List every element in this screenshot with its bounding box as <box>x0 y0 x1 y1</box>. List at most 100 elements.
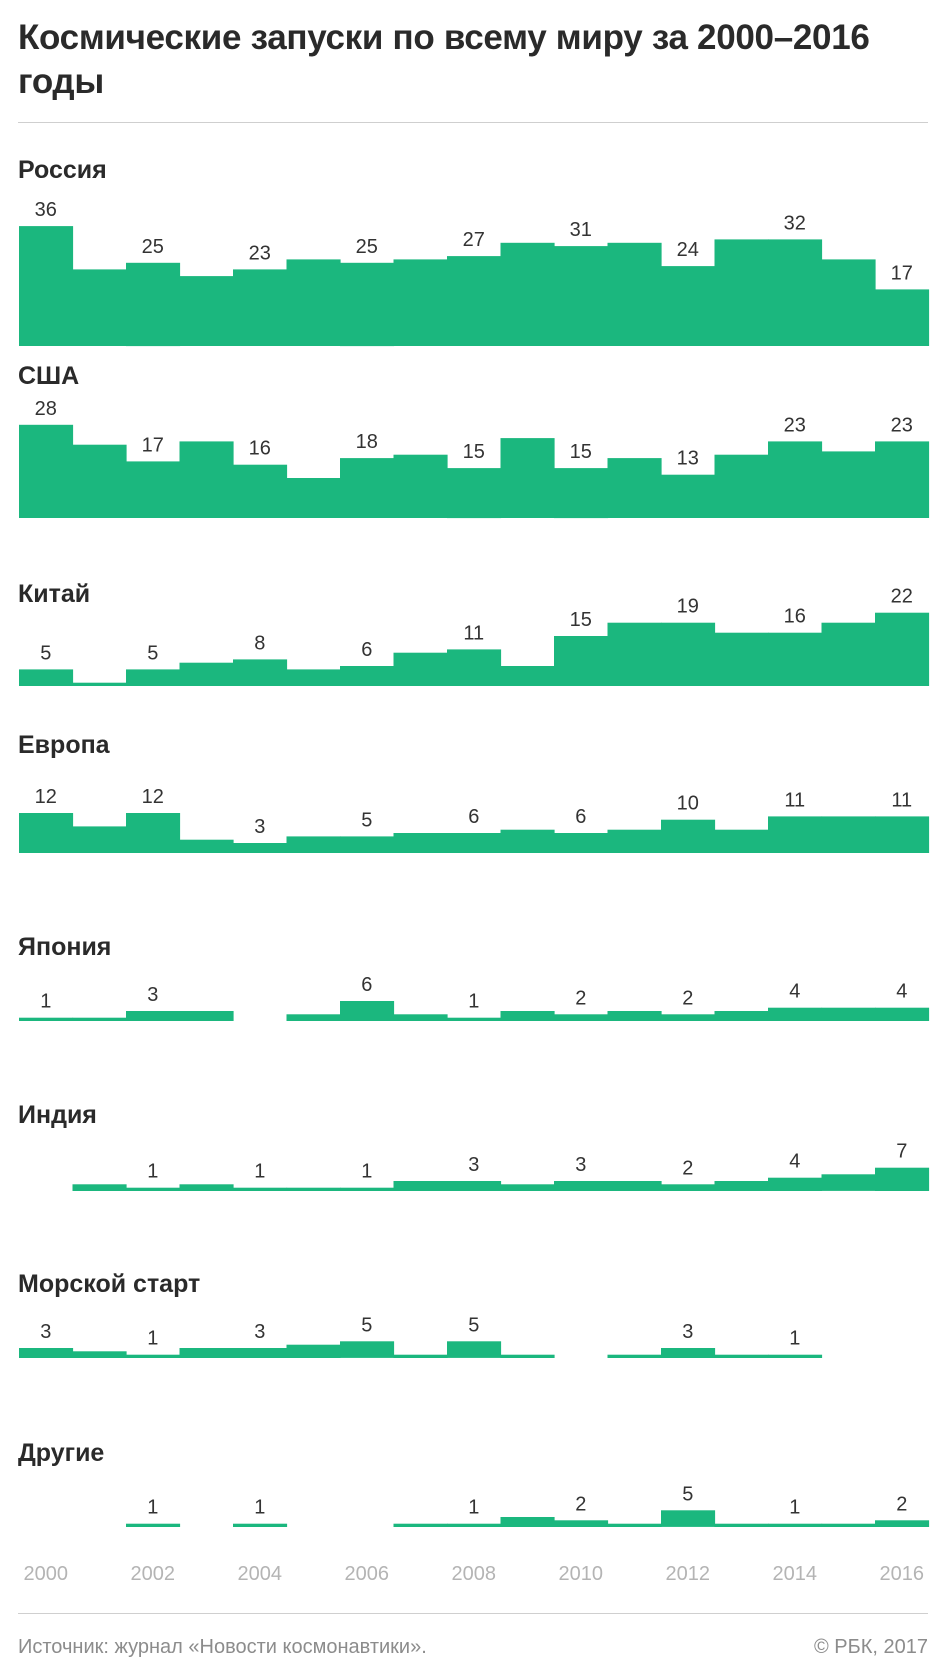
bar-россия-2010 <box>554 246 609 346</box>
bar-россия-2002 <box>126 262 181 347</box>
data-label-сша-2006: 18 <box>356 431 378 453</box>
data-label-россия-2010: 31 <box>570 219 592 241</box>
data-label-индия-2006: 1 <box>361 1161 372 1183</box>
panel-title-сша: США <box>18 362 79 390</box>
bar-россия-2007 <box>393 259 448 346</box>
bar-европа-2007 <box>393 833 448 853</box>
bar-россия-2003 <box>179 276 234 346</box>
bar-китай-2010 <box>554 636 609 686</box>
bar-россия-2006 <box>340 262 395 347</box>
bar-сша-2001 <box>72 444 127 518</box>
bar-япония-2007 <box>393 1014 448 1021</box>
bar-европа-2008 <box>447 833 502 853</box>
data-label-морской-старт-2014: 1 <box>789 1328 800 1350</box>
bar-япония-2000 <box>19 1017 74 1021</box>
panel-title-япония: Япония <box>18 933 111 961</box>
bar-индия-2005 <box>286 1187 341 1191</box>
data-label-индия-2010: 3 <box>575 1154 586 1176</box>
bar-морской-старт-2004 <box>233 1348 288 1358</box>
bar-сша-2015 <box>821 451 876 518</box>
bar-индия-2001 <box>72 1184 127 1191</box>
chart-title: Космические запуски по всему миру за 200… <box>18 18 870 101</box>
bar-сша-2016 <box>875 441 930 518</box>
bar-япония-2013 <box>714 1011 769 1021</box>
data-label-россия-2012: 24 <box>677 239 699 261</box>
bar-япония-2008 <box>447 1017 502 1021</box>
bar-сша-2002 <box>126 461 181 518</box>
bar-морской-старт-2011 <box>607 1354 662 1358</box>
data-label-сша-2014: 23 <box>784 414 806 436</box>
x-tick-label-2000: 2000 <box>24 1563 69 1585</box>
bar-сша-2004 <box>233 464 288 518</box>
bar-сша-2011 <box>607 458 662 518</box>
bar-россия-2005 <box>286 259 341 346</box>
bar-европа-2009 <box>500 829 555 853</box>
bar-индия-2008 <box>447 1181 502 1191</box>
x-tick-label-2002: 2002 <box>131 1563 176 1585</box>
bar-другие-2008 <box>447 1523 502 1527</box>
panel-title-европа: Европа <box>18 731 111 759</box>
bar-китай-2015 <box>821 622 876 686</box>
bar-индия-2016 <box>875 1167 930 1191</box>
data-label-россия-2016: 17 <box>891 262 913 284</box>
bar-европа-2011 <box>607 829 662 853</box>
title-divider <box>18 122 928 123</box>
data-label-европа-2010: 6 <box>575 806 586 828</box>
data-label-китай-2004: 8 <box>254 632 265 654</box>
bar-япония-2001 <box>72 1017 127 1021</box>
bar-другие-2007 <box>393 1523 448 1527</box>
bar-морской-старт-2000 <box>19 1348 74 1358</box>
data-label-сша-2008: 15 <box>463 441 485 463</box>
bar-европа-2012 <box>661 819 716 853</box>
bar-морской-старт-2002 <box>126 1354 181 1358</box>
bar-россия-2016 <box>875 289 930 346</box>
bar-китай-2003 <box>179 662 234 686</box>
bar-сша-2008 <box>447 468 502 519</box>
panel-title-морской-старт: Морской старт <box>18 1270 200 1298</box>
bar-европа-2014 <box>768 816 823 853</box>
bar-европа-2001 <box>72 826 127 853</box>
x-tick-label-2014: 2014 <box>773 1563 818 1585</box>
data-label-япония-2006: 6 <box>361 974 372 996</box>
data-label-морской-старт-2006: 5 <box>361 1314 372 1336</box>
data-label-япония-2016: 4 <box>896 981 907 1003</box>
bar-китай-2011 <box>607 622 662 686</box>
bar-европа-2015 <box>821 816 876 853</box>
data-label-европа-2006: 5 <box>361 809 372 831</box>
bar-морской-старт-2014 <box>768 1354 823 1358</box>
bar-индия-2011 <box>607 1181 662 1191</box>
bar-индия-2012 <box>661 1184 716 1191</box>
data-label-индия-2004: 1 <box>254 1161 265 1183</box>
data-label-россия-2008: 27 <box>463 229 485 251</box>
data-label-сша-2010: 15 <box>570 441 592 463</box>
data-label-япония-2008: 1 <box>468 991 479 1013</box>
bar-европа-2010 <box>554 833 609 853</box>
data-label-другие-2008: 1 <box>468 1497 479 1519</box>
bar-сша-2000 <box>19 424 74 518</box>
bar-европа-2003 <box>179 839 234 853</box>
data-label-россия-2002: 25 <box>142 236 164 258</box>
bar-япония-2016 <box>875 1007 930 1021</box>
data-label-другие-2012: 5 <box>682 1483 693 1505</box>
bar-сша-2006 <box>340 458 395 518</box>
bar-морской-старт-2001 <box>72 1351 127 1358</box>
data-label-индия-2012: 2 <box>682 1157 693 1179</box>
bar-сша-2003 <box>179 441 234 518</box>
data-label-индия-2014: 4 <box>789 1151 800 1173</box>
bar-морской-старт-2008 <box>447 1341 502 1358</box>
bar-морской-старт-2003 <box>179 1348 234 1358</box>
bar-япония-2003 <box>179 1011 234 1021</box>
bar-морской-старт-2007 <box>393 1354 448 1358</box>
bar-европа-2013 <box>714 829 769 853</box>
bar-другие-2010 <box>554 1520 609 1527</box>
bar-индия-2003 <box>179 1184 234 1191</box>
panel-title-россия: Россия <box>18 156 107 184</box>
copyright: © РБК, 2017 <box>813 1636 928 1658</box>
bar-россия-2012 <box>661 266 716 346</box>
bar-япония-2015 <box>821 1007 876 1021</box>
bar-россия-2009 <box>500 242 555 346</box>
data-label-сша-2016: 23 <box>891 414 913 436</box>
data-label-китай-2012: 19 <box>677 596 699 618</box>
bar-другие-2012 <box>661 1510 716 1527</box>
bar-другие-2009 <box>500 1517 555 1527</box>
